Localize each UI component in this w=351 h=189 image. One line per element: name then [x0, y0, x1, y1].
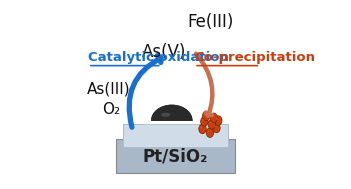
Text: Pt/SiO₂: Pt/SiO₂	[143, 148, 208, 166]
Text: Co-precipitation: Co-precipitation	[194, 51, 315, 64]
Text: As(III): As(III)	[87, 81, 130, 96]
Text: O₂: O₂	[102, 102, 120, 117]
Text: Fe(III): Fe(III)	[188, 13, 234, 31]
Ellipse shape	[204, 113, 206, 115]
Ellipse shape	[201, 117, 208, 126]
Bar	[145, 121, 198, 141]
Ellipse shape	[199, 124, 206, 134]
Ellipse shape	[202, 119, 204, 121]
Ellipse shape	[214, 125, 216, 127]
Ellipse shape	[214, 116, 222, 125]
Ellipse shape	[210, 122, 212, 124]
Ellipse shape	[213, 123, 220, 133]
Ellipse shape	[216, 118, 218, 120]
Ellipse shape	[203, 111, 210, 121]
Ellipse shape	[206, 128, 214, 137]
Bar	[123, 124, 228, 147]
Bar	[116, 139, 235, 173]
Ellipse shape	[208, 119, 216, 129]
Ellipse shape	[151, 105, 192, 136]
Text: As(V): As(V)	[142, 43, 186, 61]
Ellipse shape	[210, 113, 217, 122]
Ellipse shape	[207, 130, 210, 132]
Text: Catalytic oxidation: Catalytic oxidation	[88, 51, 229, 64]
Ellipse shape	[211, 115, 213, 117]
Bar	[123, 124, 228, 147]
Ellipse shape	[161, 113, 170, 117]
Ellipse shape	[200, 126, 203, 128]
